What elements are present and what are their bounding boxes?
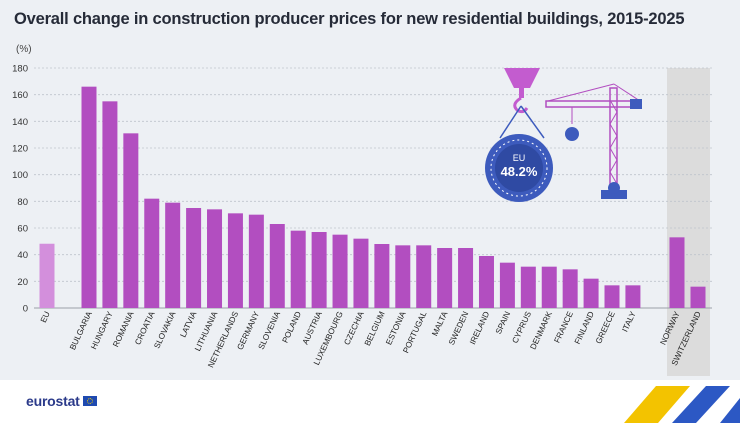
x-tick-label: CZECHIA [342, 310, 366, 347]
x-tick-label: SPAIN [494, 310, 512, 336]
bar-germany[interactable] [248, 214, 264, 308]
x-tick-label: AUSTRIA [301, 310, 324, 346]
x-tick-label: MALTA [430, 310, 449, 338]
crane-base-icon [601, 190, 627, 199]
bars [39, 86, 706, 309]
x-tick-label: IRELAND [468, 310, 491, 346]
bar-malta[interactable] [437, 248, 453, 308]
x-tick-label: POLAND [281, 310, 303, 344]
bar-ireland[interactable] [478, 256, 494, 308]
bar-portugal[interactable] [416, 245, 432, 308]
y-tick-label: 100 [12, 170, 28, 181]
crane-gear-icon [608, 182, 620, 194]
bar-chart: EU 48.2% 0 20 40 60 80 100 120 140 160 180 EU BULG… [12, 64, 712, 376]
bar-sweden[interactable] [458, 248, 474, 308]
x-tick-label: FINLAND [573, 310, 596, 346]
x-tick-label: BELGIUM [363, 310, 387, 347]
bar-croatia[interactable] [144, 198, 160, 308]
footer [0, 380, 740, 423]
bar-france[interactable] [562, 269, 578, 308]
y-tick-label: 120 [12, 144, 28, 155]
x-tick-label: SLOVENIA [257, 310, 283, 351]
y-axis-unit-label: (%) [16, 44, 32, 55]
chart-title: Overall change in construction producer … [14, 10, 685, 28]
crane-counterweight-icon [630, 99, 642, 109]
bar-bulgaria[interactable] [81, 86, 97, 309]
bar-spain[interactable] [499, 262, 515, 308]
y-tick-label: 0 [23, 304, 28, 315]
bar-slovenia[interactable] [269, 224, 285, 308]
y-axis: 0 20 40 60 80 100 120 140 160 180 [12, 64, 28, 315]
bar-poland[interactable] [290, 230, 306, 308]
bar-italy[interactable] [625, 285, 641, 308]
crane-hook-block-icon [504, 68, 540, 88]
x-tick-label: ITALY [620, 310, 637, 334]
y-tick-label: 180 [12, 64, 28, 75]
sling-left [499, 105, 522, 139]
eu-badge-value: 48.2% [501, 164, 538, 179]
x-tick-label: SLOVAKIA [152, 310, 177, 350]
bar-slovakia[interactable] [165, 202, 181, 308]
bar-netherlands[interactable] [227, 213, 243, 308]
bar-finland[interactable] [583, 278, 599, 308]
x-tick-label: FRANCE [553, 310, 576, 345]
crane-hook-shaft-icon [519, 88, 524, 98]
y-tick-label: 160 [12, 90, 28, 101]
bar-lithuania[interactable] [207, 209, 223, 308]
bar-czechia[interactable] [353, 238, 369, 308]
bar-latvia[interactable] [186, 208, 202, 308]
eurostat-logo-text: eurostat [26, 393, 80, 409]
eurostat-logo[interactable]: eurostat [26, 393, 97, 409]
bar-austria[interactable] [311, 232, 327, 308]
bar-cyprus[interactable] [520, 266, 536, 308]
non-eu-band [667, 68, 710, 376]
bar-belgium[interactable] [374, 244, 390, 308]
x-tick-label: CYPRUS [511, 310, 534, 345]
y-tick-label: 80 [17, 197, 28, 208]
x-tick-label: LATVIA [179, 310, 199, 339]
crane-hook-icon [513, 96, 529, 114]
crane-jib [545, 100, 637, 108]
x-tick-label: GREECE [594, 310, 617, 346]
eu-flag-icon [82, 396, 97, 406]
crane-load-icon [565, 127, 579, 141]
crane-tower [609, 87, 618, 193]
sling-right [520, 105, 545, 139]
y-tick-label: 60 [17, 224, 28, 235]
y-tick-label: 40 [17, 250, 28, 261]
bar-eu[interactable] [39, 243, 55, 308]
y-tick-label: 20 [17, 277, 28, 288]
y-tick-label: 140 [12, 117, 28, 128]
bar-switzerland[interactable] [690, 286, 706, 308]
bar-estonia[interactable] [395, 245, 411, 308]
crane-illustration: EU 48.2% [485, 68, 642, 202]
x-tick-label: EU [39, 310, 52, 324]
x-tick-label: SWEDEN [447, 310, 470, 346]
bar-romania[interactable] [123, 133, 139, 308]
decorative-stripes [624, 386, 740, 423]
bar-norway[interactable] [669, 237, 685, 308]
x-tick-label: DENMARK [529, 310, 555, 351]
x-tick-label: CROATIA [133, 310, 157, 347]
bar-denmark[interactable] [541, 266, 557, 308]
bar-hungary[interactable] [102, 101, 118, 308]
eu-badge-label: EU [513, 153, 526, 163]
bar-luxembourg[interactable] [332, 234, 348, 308]
x-tick-label: ESTONIA [384, 310, 408, 347]
bar-greece[interactable] [604, 285, 620, 308]
